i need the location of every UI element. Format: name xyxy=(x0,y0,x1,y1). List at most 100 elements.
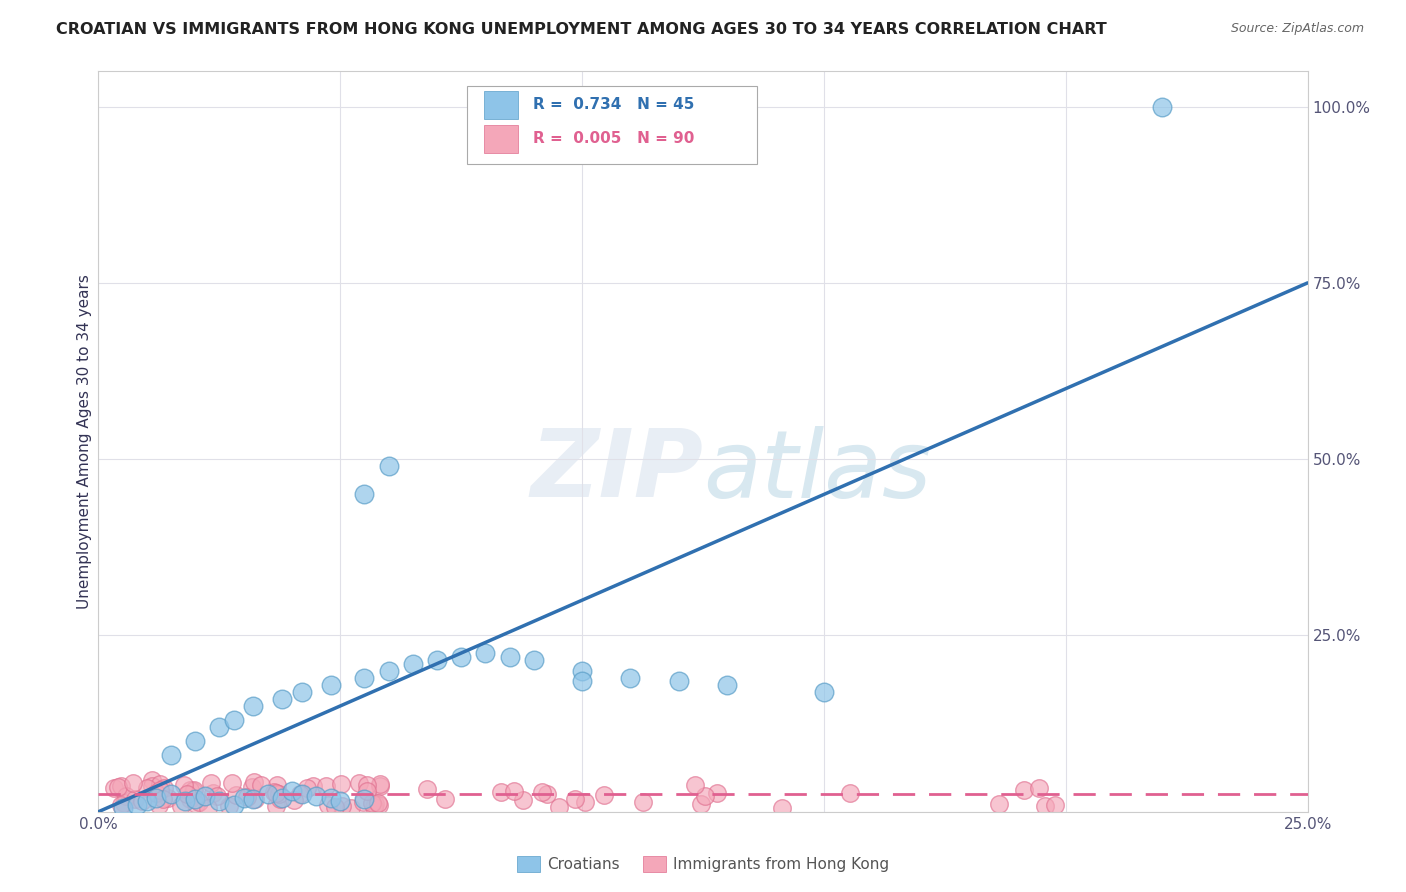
Point xyxy=(148,797,170,812)
Point xyxy=(208,794,231,808)
Point xyxy=(115,789,138,804)
Point xyxy=(364,797,387,812)
Point xyxy=(243,775,266,789)
Point xyxy=(221,775,243,789)
Point xyxy=(160,748,183,763)
Text: Source: ZipAtlas.com: Source: ZipAtlas.com xyxy=(1230,22,1364,36)
Point xyxy=(184,792,207,806)
Point xyxy=(271,790,294,805)
Point xyxy=(250,778,273,792)
Point xyxy=(356,779,378,793)
Point xyxy=(200,776,222,790)
Point xyxy=(302,779,325,793)
Point xyxy=(127,797,149,812)
Y-axis label: Unemployment Among Ages 30 to 34 years: Unemployment Among Ages 30 to 34 years xyxy=(77,274,91,609)
Point xyxy=(416,782,439,797)
Point xyxy=(474,646,496,660)
Point xyxy=(264,786,287,800)
Point xyxy=(194,789,217,804)
Point xyxy=(839,786,862,800)
Point xyxy=(531,785,554,799)
Point xyxy=(693,789,716,803)
Point xyxy=(112,796,135,810)
Point xyxy=(356,784,378,798)
Point xyxy=(353,671,375,685)
Point xyxy=(319,678,342,692)
Point xyxy=(281,783,304,797)
Point xyxy=(152,792,174,806)
Point xyxy=(176,787,198,801)
Point xyxy=(1152,100,1174,114)
Point xyxy=(222,713,245,727)
Point xyxy=(232,790,254,805)
Legend: Croatians, Immigrants from Hong Kong: Croatians, Immigrants from Hong Kong xyxy=(510,850,896,878)
Point xyxy=(706,786,728,800)
Bar xyxy=(484,91,517,119)
Point xyxy=(1014,783,1036,797)
Point xyxy=(156,791,179,805)
Point xyxy=(813,685,835,699)
Point xyxy=(574,795,596,809)
Point xyxy=(218,799,240,814)
Point xyxy=(426,653,449,667)
Point xyxy=(149,783,172,797)
Point xyxy=(288,787,311,801)
Point xyxy=(256,787,278,801)
Point xyxy=(330,799,353,814)
Point xyxy=(685,778,707,792)
FancyBboxPatch shape xyxy=(467,87,758,164)
Point xyxy=(110,780,132,794)
Point xyxy=(434,791,457,805)
Point xyxy=(197,801,219,815)
Point xyxy=(329,777,352,791)
Point xyxy=(153,780,176,795)
Point xyxy=(631,795,654,809)
Point xyxy=(290,787,312,801)
Point xyxy=(498,649,520,664)
Point xyxy=(668,674,690,689)
Text: atlas: atlas xyxy=(703,425,931,516)
Point xyxy=(690,797,713,811)
Point xyxy=(111,801,134,815)
Bar xyxy=(484,125,517,153)
Point xyxy=(536,787,558,801)
Point xyxy=(179,792,201,806)
Point xyxy=(269,792,291,806)
Point xyxy=(174,794,197,808)
Text: R =  0.734   N = 45: R = 0.734 N = 45 xyxy=(533,97,695,112)
Point xyxy=(290,685,312,699)
Point xyxy=(183,783,205,797)
Point xyxy=(318,797,340,812)
Point xyxy=(988,797,1011,811)
Point xyxy=(107,780,129,794)
Point xyxy=(1028,780,1050,795)
Point xyxy=(547,800,569,814)
Point xyxy=(183,783,205,797)
Point xyxy=(135,794,157,808)
Point xyxy=(772,801,794,815)
Point xyxy=(242,698,264,713)
Point xyxy=(242,792,264,806)
Point xyxy=(205,789,228,804)
Point xyxy=(263,785,285,799)
Text: R =  0.005   N = 90: R = 0.005 N = 90 xyxy=(533,131,695,146)
Point xyxy=(225,788,247,802)
Point xyxy=(145,787,167,801)
Point xyxy=(305,789,328,804)
Point xyxy=(236,789,259,804)
Point xyxy=(368,776,391,790)
Point xyxy=(353,487,375,501)
Point xyxy=(340,801,363,815)
Point xyxy=(141,780,163,794)
Point xyxy=(1045,797,1067,812)
Point xyxy=(184,734,207,748)
Point xyxy=(503,784,526,798)
Point xyxy=(402,657,425,671)
Point xyxy=(141,773,163,788)
Point xyxy=(170,799,193,814)
Point xyxy=(329,794,352,808)
Point xyxy=(352,795,374,809)
Point xyxy=(716,678,738,692)
Point xyxy=(295,781,318,796)
Point xyxy=(222,797,245,812)
